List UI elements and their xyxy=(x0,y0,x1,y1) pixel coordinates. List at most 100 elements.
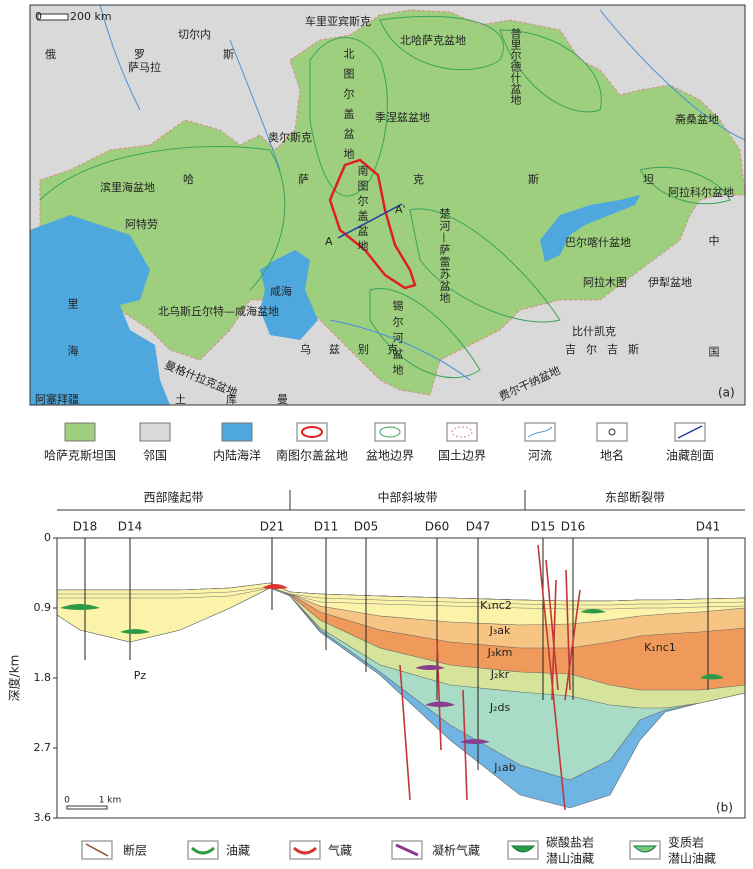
map-frame xyxy=(29,4,746,406)
layer-label: K₁nc2 xyxy=(480,599,512,612)
place-label: 里海 xyxy=(66,298,79,392)
place-label: 阿拉木图 xyxy=(583,275,627,289)
legend-label: 哈萨克斯坦国 xyxy=(44,449,116,463)
rivers xyxy=(99,4,746,381)
well-label: D21 xyxy=(260,520,285,534)
scale-zero: 0 xyxy=(64,796,70,806)
place-label: 比什凯克 xyxy=(572,325,616,338)
place-label: 阿特劳 xyxy=(125,217,158,231)
well-label: D47 xyxy=(466,520,491,534)
legend-label: 气藏 xyxy=(328,843,352,858)
place-label: 哈萨克斯坦 xyxy=(183,172,753,186)
place-label: 土库曼 xyxy=(175,393,328,406)
y-tick-label: 0 xyxy=(44,531,51,544)
well-label: D15 xyxy=(531,520,556,534)
legend-icon xyxy=(608,428,616,436)
river xyxy=(599,9,746,141)
oil-reservoir xyxy=(120,629,150,634)
legend-icon xyxy=(289,840,321,860)
layer-label: J₂ds xyxy=(489,701,511,714)
well-label: D18 xyxy=(73,520,98,534)
map-legend: 哈萨克斯坦国 邻国 内陆海洋 南图尔盖盆地 盆地边界 国土边界 河流 地名 油藏剖面 xyxy=(44,422,714,463)
place-label: 北乌斯丘尔特—咸海盆地 xyxy=(158,304,279,318)
basin-boundary xyxy=(409,208,561,323)
faults xyxy=(399,544,581,811)
legend-label: 变质岩 xyxy=(668,835,704,850)
legend-icon xyxy=(296,422,328,442)
legend-label: 油藏剖面 xyxy=(666,449,714,463)
basin-boundary xyxy=(309,37,388,197)
condensate-reservoir xyxy=(415,665,445,670)
scale-label: 200 km xyxy=(70,10,112,23)
place-label: 楚河—萨雷苏盆地 xyxy=(438,207,451,304)
layer-label: J₂kr xyxy=(490,668,510,681)
caspian-sea xyxy=(30,215,170,405)
fault xyxy=(399,664,411,801)
place-label: 南图尔盖盆地 xyxy=(356,165,369,255)
basin-boundary xyxy=(499,29,602,113)
legend-label: 油藏 xyxy=(226,844,250,858)
reservoirs xyxy=(60,584,724,744)
place-label: 切尔内 xyxy=(178,27,211,41)
place-label: 阿拉科尔盆地 xyxy=(668,185,734,199)
place-label: A' xyxy=(395,203,406,216)
scale-bar xyxy=(66,805,108,810)
place-label: 北图尔盖盆地 xyxy=(342,48,355,168)
place-label: 吉尔吉斯 xyxy=(565,343,649,356)
legend-label: 潜山油藏 xyxy=(668,852,716,866)
place-label: 中国 xyxy=(707,235,720,457)
fault xyxy=(436,639,442,751)
panel-label: (b) xyxy=(716,801,733,815)
y-axis-label: 深度/km xyxy=(7,655,22,702)
y-tick-label: 0.9 xyxy=(34,601,52,614)
legend-icon xyxy=(632,845,658,853)
legend-icon xyxy=(301,426,323,438)
place-label: A xyxy=(325,235,333,248)
legend-icon xyxy=(596,422,628,442)
zone-label: 东部断裂带 xyxy=(605,490,665,505)
legend-icon xyxy=(451,426,473,438)
bedding-line xyxy=(57,586,746,606)
place-label: 普里尔德什盆地 xyxy=(509,27,522,105)
legend-icon xyxy=(190,846,216,855)
legend-icon xyxy=(677,425,703,439)
legend-label: 凝析气藏 xyxy=(432,843,480,858)
zone-label: 中部斜坡带 xyxy=(377,490,437,505)
y-tick-label: 3.6 xyxy=(34,811,52,824)
river xyxy=(229,39,281,171)
fault xyxy=(537,544,566,811)
legend-icon xyxy=(374,422,406,442)
legend-icon xyxy=(379,426,401,438)
basin-boundary xyxy=(39,146,286,291)
legend-label: 内陆海洋 xyxy=(213,448,261,463)
well-label: D14 xyxy=(118,520,143,534)
legend-label: 南图尔盖盆地 xyxy=(276,448,348,463)
place-label: 巴尔喀什盆地 xyxy=(565,235,631,249)
legend-label: 碳酸盐岩 xyxy=(546,835,594,850)
place-label: 滨里海盆地 xyxy=(100,180,155,194)
layer-label: J₃km xyxy=(487,646,513,659)
legend-label: 地名 xyxy=(600,448,624,463)
legend-icon xyxy=(139,422,171,442)
legend-label: 断层 xyxy=(123,843,147,858)
well-label: D41 xyxy=(696,520,721,534)
panel-label: (a) xyxy=(718,386,735,400)
layer-label: J₃ak xyxy=(489,624,511,637)
legend-label: 潜山油藏 xyxy=(546,852,594,866)
cross-section: 西部隆起带 中部斜坡带 东部断裂带 D18 D14 D21 D11 D05 D60 D47 D15 D… xyxy=(7,490,746,824)
scale-label: 1 km xyxy=(99,796,122,806)
y-tick-label: 2.7 xyxy=(34,741,52,754)
basin-boundary xyxy=(379,15,504,71)
river xyxy=(99,4,141,111)
oil-reservoir xyxy=(700,674,724,680)
basin-boundary xyxy=(639,166,731,205)
legend-icon xyxy=(446,422,478,442)
bedding-line xyxy=(57,587,746,610)
fault xyxy=(545,559,559,691)
well-label: D11 xyxy=(314,520,339,534)
oil-reservoir xyxy=(580,609,606,614)
river xyxy=(329,319,471,381)
